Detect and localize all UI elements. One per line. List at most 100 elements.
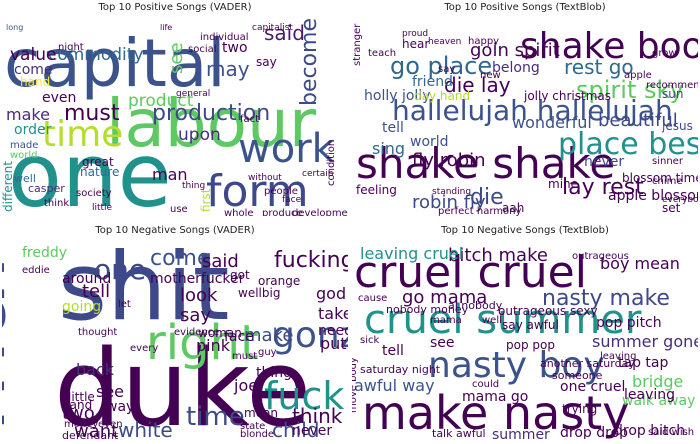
word-go-mama: go mama [402, 287, 487, 308]
word-cloud: cruel cruel cruel summer nasty boy make nas… [352, 239, 698, 439]
word-heaven: heaven [428, 37, 461, 47]
word-set: set [662, 201, 681, 215]
word-every: every [130, 343, 158, 354]
word-cloud: shake shake shake booty hallelujah hallelu… [352, 16, 698, 216]
word-robin-fly: robin fly [412, 192, 486, 213]
panel-title: Top 10 Negative Songs (VADER) [95, 225, 255, 236]
word-fact: fact [240, 114, 259, 125]
word-mama: mama [430, 315, 462, 326]
word-outrageous: outrageous [572, 251, 629, 262]
word-pop-pitch: pop pitch [596, 315, 662, 331]
word-one: one [8, 124, 172, 216]
word-product: product [128, 91, 194, 111]
word-world: world [10, 150, 38, 161]
word-blonde: blonde [240, 429, 274, 439]
word-night: night [58, 42, 84, 53]
word-evidence: evidence [174, 327, 219, 338]
word-goin-spirit: goin spirit [470, 40, 560, 61]
word-social: social [188, 44, 217, 55]
word-shit: shit [58, 239, 230, 342]
word-people: people [264, 186, 298, 197]
word-condition: condition [326, 140, 337, 186]
word-drop-bitch: drop bitch [614, 423, 685, 439]
word-jesus: jesus [661, 119, 693, 133]
word-die-lay: die lay [444, 73, 511, 97]
word-commodity: commodity [48, 45, 144, 65]
word-happy: happy [468, 36, 499, 47]
word-mama-go: mama go [462, 389, 528, 405]
word-fuck: fuck [264, 374, 344, 418]
word-lay-rest: lay rest [562, 175, 644, 200]
word-labour: labour [106, 85, 317, 162]
word-teach: teach [368, 48, 396, 59]
word-chime: chime [652, 176, 683, 187]
word-defendant: defendant [62, 429, 119, 439]
word-hand: hand [62, 398, 92, 412]
word-belong: belong [492, 60, 540, 76]
word-hear: hear [402, 37, 429, 51]
word-nasty-boy: nasty boy [428, 345, 605, 386]
word-beautiful: beautiful [598, 110, 678, 131]
word-sick: sick [360, 335, 379, 346]
word-hallelujah-hallelujah: hallelujah hallelujah [392, 94, 673, 127]
word-capital: capital [4, 25, 226, 102]
word-individual: individual [200, 32, 249, 43]
word-say: say [438, 64, 455, 75]
word-capitalist: capitalist [252, 23, 293, 33]
word-mine: mine [548, 177, 578, 191]
word-gonzo: gonzo [272, 315, 348, 356]
word-without: without [248, 173, 282, 183]
word-little: little [92, 203, 113, 213]
word-say: say [180, 305, 211, 326]
word-even: even [98, 419, 123, 430]
word-cruel-cruel: cruel cruel [354, 247, 587, 298]
word-god: god [316, 284, 346, 303]
word-make: make [6, 105, 50, 124]
word-holly-jolly: holly jolly [364, 88, 430, 104]
word-wellbig: wellbig [238, 286, 280, 300]
word-summer-gone: summer gone [592, 332, 698, 351]
word-say-awful: say awful [502, 318, 559, 332]
word-make: make [244, 325, 293, 346]
word-another-saturday: another saturday [540, 357, 635, 370]
word-fucking: fucking [274, 248, 348, 273]
word-guy: guy [258, 347, 277, 358]
word-tell: tell [382, 120, 404, 136]
word-face: face [224, 329, 254, 345]
panel-title: Top 10 Negative Songs (TextBlob) [441, 225, 609, 236]
word-summer: summer [492, 427, 550, 439]
word-one-cruel: one cruel [560, 379, 625, 395]
word-time: time [42, 114, 123, 155]
word-think: think [292, 404, 343, 428]
word-world: world [410, 134, 449, 150]
word-feeling: feeling [356, 183, 397, 197]
word-see: see [430, 335, 455, 351]
word-well: well [482, 315, 502, 326]
word-said-wish: said wish [648, 427, 694, 438]
word-nobody-money: nobody money [386, 303, 469, 316]
word-different: different [2, 161, 15, 212]
word-awful-way: awful way [354, 376, 435, 395]
word-saturday-night: saturday night [360, 363, 441, 376]
word-said: said [202, 251, 239, 272]
word-order: order [14, 122, 52, 138]
word-put: put [320, 334, 347, 353]
word-stranger: stranger [352, 23, 363, 66]
word-value: value [10, 45, 56, 65]
word-everybody: everybody [662, 195, 698, 205]
word-must: must [64, 101, 120, 126]
word-time: time [186, 402, 245, 432]
word-bridge: bridge [632, 372, 683, 391]
word-duke: duke [54, 327, 311, 439]
word-rest-go: rest go [564, 55, 634, 79]
word-trying: trying [562, 402, 597, 416]
word-freddy: freddy [22, 245, 67, 261]
word-well: well [14, 172, 36, 185]
word-development: development [292, 208, 348, 216]
word-bitch-make: bitch make [448, 245, 548, 266]
word-die: die [470, 185, 504, 210]
word-ai-nobody: ai nobody [448, 299, 503, 312]
word-sun: sun [662, 87, 683, 101]
